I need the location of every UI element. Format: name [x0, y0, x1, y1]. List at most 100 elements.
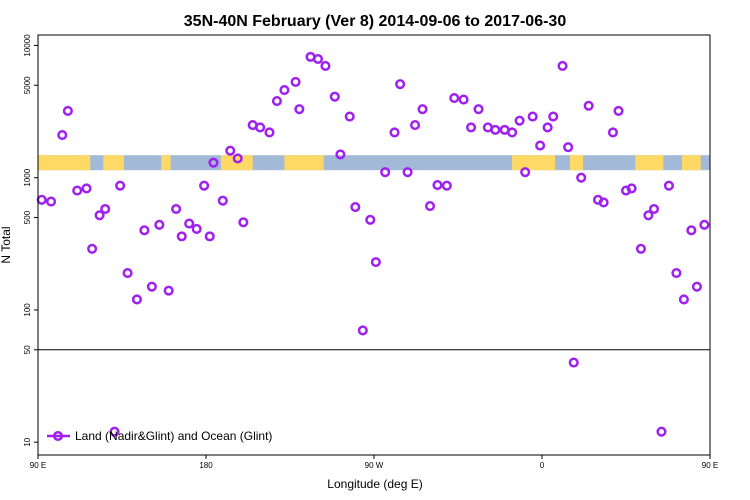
data-point: [458, 94, 469, 105]
y-axis-label: N Total: [0, 226, 13, 263]
data-point: [613, 105, 624, 116]
land-segment: [682, 155, 701, 171]
x-axis: 90 E 180 90 W 0 90 E: [30, 455, 718, 470]
data-point: [576, 172, 587, 183]
data-point: [507, 127, 518, 138]
data-point: [57, 130, 68, 141]
data-point: [514, 115, 525, 126]
data-point: [154, 219, 165, 230]
legend-label: Land (Nadir&Glint) and Ocean (Glint): [75, 429, 272, 443]
y-tick-label: 100: [23, 303, 32, 317]
data-point: [36, 194, 47, 205]
data-point: [473, 104, 484, 115]
land-segment: [635, 155, 664, 171]
data-point: [294, 104, 305, 115]
data-point: [441, 180, 452, 191]
data-point: [139, 225, 150, 236]
land-segment: [161, 155, 171, 171]
x-tick-label: 180: [199, 461, 213, 470]
data-point: [568, 357, 579, 368]
data-point: [686, 225, 697, 236]
land-segment: [284, 155, 324, 171]
data-point: [290, 76, 301, 87]
data-point: [563, 142, 574, 153]
data-point: [225, 145, 236, 156]
y-tick-label: 10: [23, 437, 32, 446]
data-point: [626, 183, 637, 194]
data-point: [238, 217, 249, 228]
data-point: [663, 180, 674, 191]
plot-frame: [37, 34, 711, 456]
legend-marker-circle: [52, 430, 64, 442]
data-point: [87, 243, 98, 254]
data-point: [329, 91, 340, 102]
data-point: [370, 257, 381, 268]
data-point: [449, 93, 460, 104]
data-point: [490, 124, 501, 135]
data-point: [217, 195, 228, 206]
data-point: [402, 167, 413, 178]
y-tick-label: 50: [23, 345, 32, 354]
legend: Land (Nadir&Glint) and Ocean (Glint): [47, 429, 272, 443]
data-point: [94, 210, 105, 221]
data-point: [163, 285, 174, 296]
data-point: [312, 53, 324, 65]
data-point: [466, 122, 477, 133]
data-point: [176, 231, 187, 242]
data-point: [395, 79, 406, 90]
data-point: [671, 268, 682, 279]
data-point: [648, 203, 660, 215]
data-point: [598, 197, 609, 208]
data-point: [417, 104, 428, 115]
data-point: [520, 167, 531, 178]
x-axis-label: Longitude (deg E): [327, 477, 422, 491]
data-point: [699, 219, 710, 230]
data-point: [100, 203, 111, 215]
data-point: [199, 180, 210, 191]
data-point: [115, 180, 126, 191]
surface-band: [38, 155, 710, 171]
data-point: [72, 185, 83, 196]
data-point: [171, 203, 182, 215]
data-point: [204, 231, 215, 242]
x-tick-label: 90 E: [702, 461, 718, 470]
data-point: [350, 201, 361, 213]
land-segment: [512, 155, 556, 171]
data-point: [380, 167, 391, 178]
data-point: [535, 140, 546, 151]
data-point: [643, 210, 654, 221]
x-tick-label: 90 E: [30, 461, 46, 470]
land-segment: [38, 155, 91, 171]
data-point: [424, 201, 436, 212]
land-segment: [103, 155, 124, 171]
x-tick-label: 90 W: [365, 461, 384, 470]
data-point: [678, 294, 689, 305]
data-point: [542, 122, 553, 133]
ocean-band: [38, 155, 710, 171]
data-point: [122, 268, 133, 279]
data-point: [264, 127, 275, 138]
data-point: [344, 111, 355, 122]
data-point: [62, 105, 73, 116]
data-point: [410, 120, 421, 131]
data-point: [46, 196, 57, 207]
data-point: [146, 281, 157, 292]
data-point: [389, 127, 400, 138]
y-tick-label: 1000: [23, 168, 32, 186]
y-tick-label: 5000: [23, 76, 32, 94]
data-point: [184, 218, 195, 229]
data-point: [335, 149, 346, 160]
y-axis: 10 50 100 500 1000 5000 10000: [23, 34, 38, 447]
data-point: [432, 180, 443, 191]
data-point: [131, 294, 142, 305]
data-point: [271, 95, 282, 107]
data-point: [365, 214, 376, 225]
data-point: [191, 223, 202, 234]
data-point: [81, 183, 92, 194]
data-point: [208, 157, 219, 168]
data-point: [320, 60, 331, 72]
data-point: [557, 60, 568, 72]
data-point: [255, 122, 266, 133]
x-tick-label: 0: [540, 461, 545, 470]
